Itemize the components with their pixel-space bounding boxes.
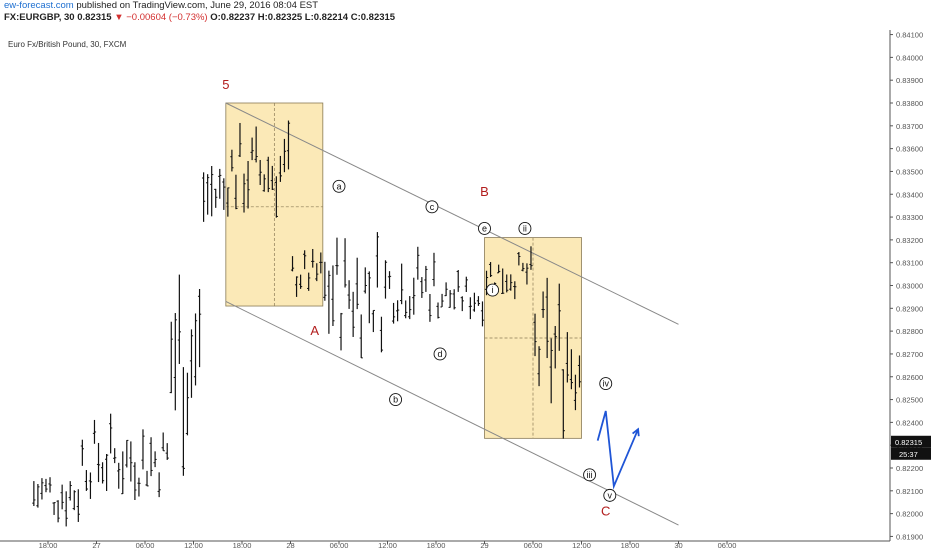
chart-header: ew-forecast.com published on TradingView… (4, 0, 395, 24)
wave-label-text: iv (603, 379, 610, 389)
wave-label-text: iii (587, 470, 593, 480)
wave-label-circle (478, 222, 491, 235)
y-tick-label: 0.82700 (896, 350, 923, 359)
y-tick-label: 0.82400 (896, 418, 923, 427)
channel-lines (225, 102, 679, 526)
x-tick-label: 18:00 (39, 541, 58, 550)
projection-path (596, 410, 640, 490)
wave-label-a: a (332, 179, 346, 193)
x-tick-label: 12:00 (378, 541, 397, 550)
y-tick-label: 0.82000 (896, 510, 923, 519)
y-tick-label: 0.82800 (896, 327, 923, 336)
countdown-box (891, 447, 931, 460)
chart-subtitle: Euro Fx/British Pound, 30, FXCM (8, 40, 127, 49)
y-tick-label: 0.82500 (896, 396, 923, 405)
wave-label-e: e (478, 222, 491, 235)
x-tick-label: 12:00 (184, 541, 203, 550)
wave-label-circle (433, 347, 447, 361)
channel-line-2 (225, 301, 679, 526)
published-info: published on TradingView.com, June 29, 2… (76, 0, 319, 11)
y-tick-label: 0.83700 (896, 122, 923, 131)
y-tick-label: 0.82100 (896, 487, 923, 496)
y-tick-label: 0.82900 (896, 304, 923, 313)
wave-label-text: c (430, 202, 435, 212)
down-arrow-icon: ▼ (114, 12, 124, 23)
wave-label-circle (486, 283, 500, 297)
price-tag-box (891, 435, 931, 448)
price-change: −0.00604 (−0.73%) (126, 12, 208, 23)
x-tick-label: 06:00 (330, 541, 349, 550)
x-tick-label: 29 (480, 541, 488, 550)
wave-label-text: d (438, 349, 443, 359)
y-tick-label: 0.83100 (896, 259, 923, 268)
wave-label-c: C (601, 503, 610, 518)
wave-label-iii: iii (583, 468, 597, 482)
wave-label-d: d (433, 347, 447, 361)
wave-label-b: B (480, 184, 489, 199)
wave-label-iv: iv (599, 377, 613, 391)
price-bars (32, 120, 582, 527)
ohlc-values: O:0.82237 H:0.82325 L:0.82214 C:0.82315 (210, 12, 396, 23)
wave-label-circle (583, 468, 597, 482)
x-tick-label: 06:00 (524, 541, 543, 550)
y-tick-label: 0.83900 (896, 76, 923, 85)
wave-label-text: a (336, 181, 341, 191)
wave-label-circle (332, 179, 346, 193)
y-tick-label: 0.83000 (896, 282, 923, 291)
brand-link[interactable]: ew-forecast.com (4, 0, 74, 11)
wave-label-ii: ii (518, 222, 532, 235)
y-tick-label: 0.81900 (896, 532, 923, 541)
y-tick-label: 0.83500 (896, 167, 923, 176)
symbol-label: FX:EURGBP, 30 (4, 12, 75, 23)
countdown-label: 25:37 (899, 450, 918, 459)
x-tick-label: 18:00 (233, 541, 252, 550)
y-tick-label: 0.82600 (896, 373, 923, 382)
x-tick-label: 28 (286, 541, 294, 550)
wave-label-circle (599, 377, 613, 391)
y-tick-label: 0.83600 (896, 145, 923, 154)
fib-boxes (225, 102, 582, 439)
projection-arrowhead (632, 427, 640, 437)
y-tick-label: 0.83200 (896, 236, 923, 245)
wave-label-v: v (603, 488, 617, 502)
wave-label-text: e (482, 223, 487, 233)
y-tick-label: 0.84100 (896, 31, 923, 40)
wave-label-circle (389, 393, 403, 407)
wave-label-a: A (310, 323, 319, 338)
y-tick-label: 0.83400 (896, 190, 923, 199)
wave-label-b: b (389, 393, 403, 407)
y-tick-label: 0.83300 (896, 213, 923, 222)
x-tick-label: 06:00 (718, 541, 737, 550)
x-tick-label: 18:00 (621, 541, 640, 550)
wave-label-text: b (393, 395, 398, 405)
price-tag-label: 0.82315 (895, 438, 922, 447)
y-tick-label: 0.82200 (896, 464, 923, 473)
x-tick-label: 06:00 (136, 541, 155, 550)
y-tick-label: 0.83800 (896, 99, 923, 108)
x-tick-label: 27 (92, 541, 100, 550)
wave-label-text: i (492, 285, 494, 295)
wave-label-circle (603, 488, 617, 502)
projection-line (596, 410, 639, 490)
wave-label-circle (425, 200, 439, 214)
last-price: 0.82315 (77, 12, 112, 23)
y-tick-label: 0.84000 (896, 53, 923, 62)
wave-label-5: 5 (222, 77, 229, 92)
wave-label-circle (518, 222, 532, 235)
axes: 0.84100 0.84000 0.83900 0.83800 0.83700 0.836… (0, 30, 931, 550)
x-tick-label: 12:00 (572, 541, 591, 550)
wave-label-text: v (608, 490, 613, 500)
x-tick-label: 18:00 (427, 541, 446, 550)
channel-line-1 (225, 102, 679, 325)
wave-label-text: ii (523, 223, 527, 233)
wave-label-i: i (486, 283, 500, 297)
x-tick-label: 30 (674, 541, 682, 550)
wave-label-c: c (425, 200, 439, 214)
